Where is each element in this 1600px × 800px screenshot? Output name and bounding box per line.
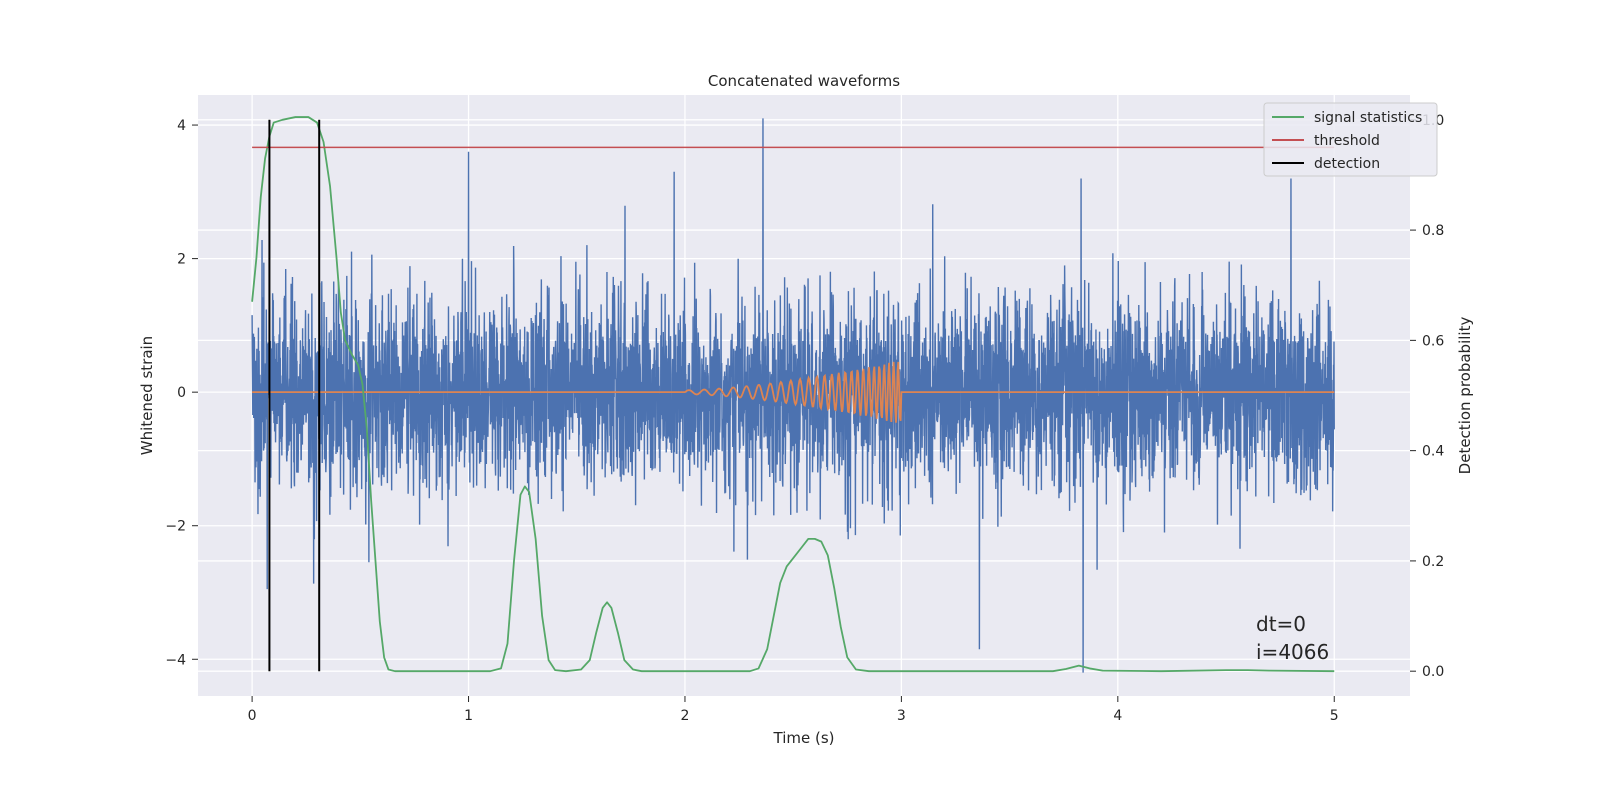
x-tick-label: 2 <box>681 708 690 724</box>
y2-tick-label: 0.0 <box>1422 664 1444 680</box>
y-tick-label: 0 <box>177 385 186 401</box>
y-tick-label: 2 <box>177 252 186 268</box>
legend-label-signal-statistics: signal statistics <box>1314 110 1422 126</box>
signal-statistics-line <box>251 116 1335 673</box>
series-detection <box>268 119 321 672</box>
legend: signal statistics threshold detection <box>1263 102 1438 177</box>
y-tick-label: 4 <box>177 118 186 134</box>
x-tick-label: 1 <box>464 708 473 724</box>
x-tick-label: 0 <box>248 708 257 724</box>
legend-label-threshold: threshold <box>1314 133 1380 149</box>
y-tick-label: −4 <box>165 652 186 668</box>
y2-tick-label: 0.4 <box>1422 444 1444 460</box>
y2-tick-label: 0.8 <box>1422 223 1444 239</box>
series-injected-signal <box>252 361 1335 423</box>
grid <box>198 95 1410 696</box>
strain-line <box>251 118 1335 673</box>
y2-axis-title: Detection probability <box>1456 317 1474 475</box>
legend-label-detection: detection <box>1314 156 1380 172</box>
legend-box <box>1263 102 1438 177</box>
y2-tick-label: 0.2 <box>1422 554 1444 570</box>
x-tick-label: 3 <box>897 708 906 724</box>
x-tick-label: 4 <box>1113 708 1122 724</box>
y-tick-label: −2 <box>165 519 186 535</box>
x-tick-label: 5 <box>1330 708 1339 724</box>
y-axis-title: Whitened strain <box>138 336 156 455</box>
series-whitened-strain <box>251 118 1335 673</box>
series-signal-statistics <box>251 116 1335 673</box>
annotation-dt: dt=0 <box>1256 612 1306 636</box>
chart-title: Concatenated waveforms <box>708 72 900 90</box>
chirp-line <box>252 361 1335 423</box>
annotation-index: i=4066 <box>1256 640 1329 664</box>
x-axis-title: Time (s) <box>773 729 835 747</box>
y2-tick-label: 0.6 <box>1422 333 1444 349</box>
